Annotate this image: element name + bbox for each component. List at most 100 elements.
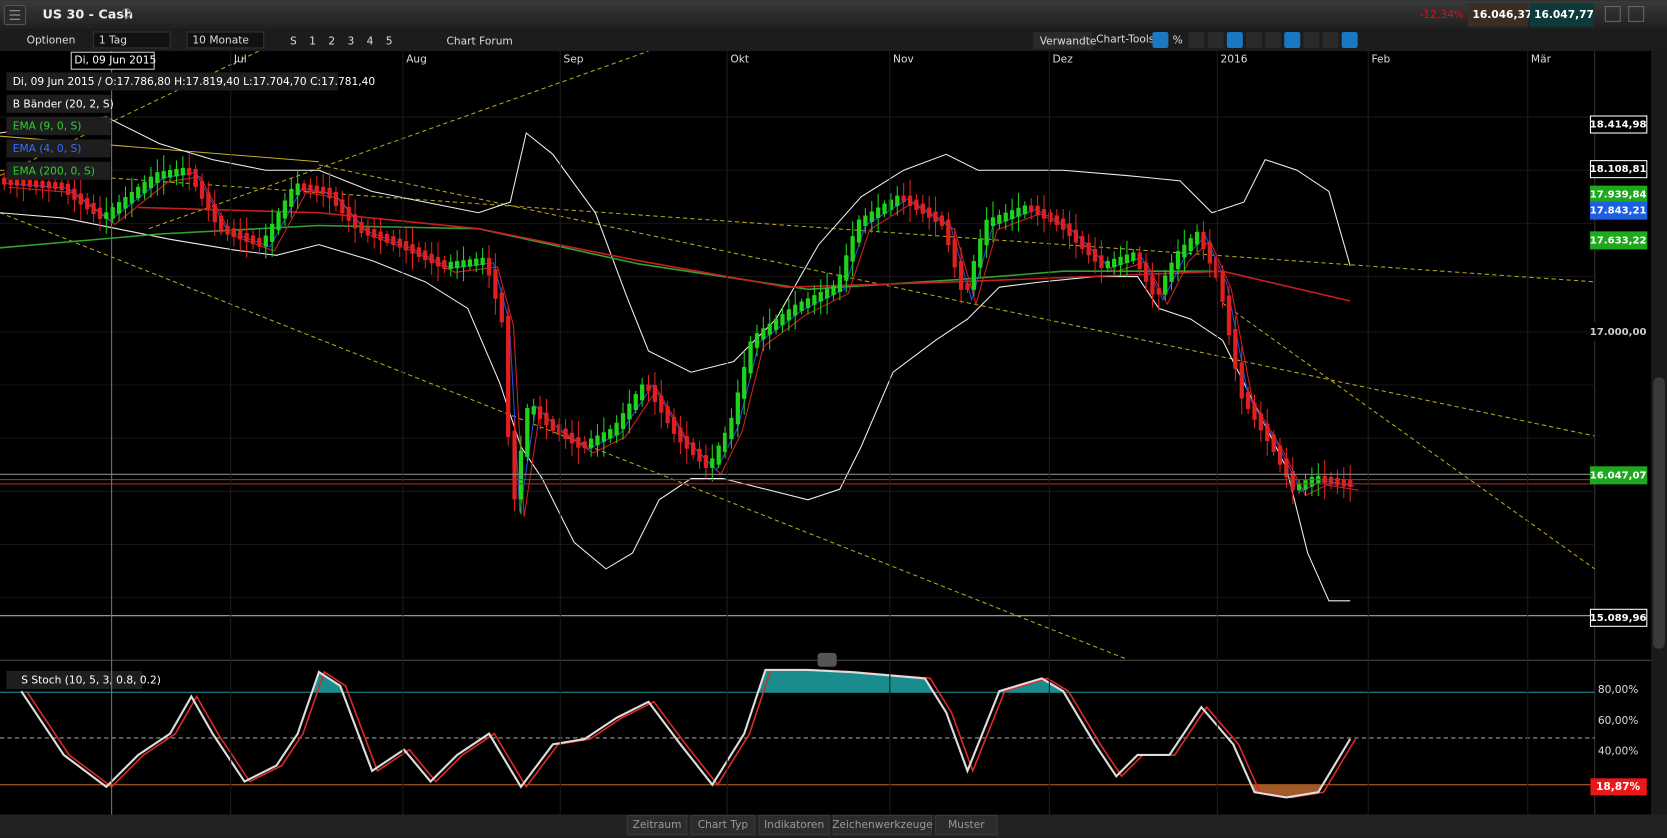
candle-body bbox=[14, 178, 20, 186]
candle-body bbox=[1284, 458, 1289, 478]
candle-body bbox=[939, 215, 945, 226]
tool-button[interactable] bbox=[1207, 32, 1224, 48]
candle-body bbox=[633, 394, 638, 410]
candle-body bbox=[263, 235, 268, 247]
quick-range[interactable]: S bbox=[290, 35, 297, 48]
indicator-chip[interactable] bbox=[6, 670, 143, 690]
candle-body bbox=[537, 406, 543, 419]
window-button[interactable] bbox=[1628, 5, 1645, 22]
candle-body bbox=[1048, 212, 1053, 222]
candle-body bbox=[863, 215, 868, 226]
candle-body bbox=[1061, 218, 1066, 230]
tool-button[interactable] bbox=[1284, 32, 1301, 48]
oscillator-name: S Stoch (10, 5, 3, 0.8, 0.2) bbox=[21, 674, 161, 687]
options[interactable]: Optionen bbox=[27, 34, 76, 47]
candle-body bbox=[1233, 328, 1238, 369]
candle-body bbox=[238, 230, 243, 240]
scroll-thumb[interactable] bbox=[1653, 377, 1665, 649]
tool-button[interactable] bbox=[1152, 32, 1169, 48]
candle-body bbox=[895, 195, 900, 206]
search-icon[interactable] bbox=[121, 8, 132, 18]
price-label-box bbox=[1589, 466, 1648, 485]
stoch-signal bbox=[25, 669, 1357, 799]
candle-body bbox=[665, 406, 670, 424]
candle-body bbox=[27, 179, 32, 187]
indicator-chip[interactable] bbox=[6, 117, 111, 136]
indicator-chip[interactable] bbox=[6, 139, 111, 158]
candle-body bbox=[812, 295, 817, 305]
bottom-tab[interactable] bbox=[758, 815, 830, 836]
candle-body bbox=[250, 235, 256, 245]
indicator-label: B Bänder (20, 2, S) bbox=[13, 97, 114, 110]
candle-body bbox=[493, 269, 498, 299]
candle-body bbox=[276, 212, 281, 231]
pane-handle[interactable] bbox=[817, 652, 837, 667]
candle-body bbox=[716, 445, 721, 465]
candle-body bbox=[461, 260, 466, 268]
tool-button[interactable] bbox=[1245, 32, 1262, 48]
quick-range[interactable]: 5 bbox=[386, 35, 393, 48]
candle-body bbox=[1258, 413, 1264, 431]
price-label: 18.414,98 bbox=[1590, 120, 1647, 131]
candle-body bbox=[46, 181, 52, 189]
candle-body bbox=[882, 203, 887, 214]
candle-body bbox=[824, 288, 830, 299]
tool-button[interactable] bbox=[1265, 32, 1282, 48]
candle-body bbox=[1112, 258, 1117, 268]
ask-box[interactable] bbox=[1529, 3, 1594, 27]
candle-body bbox=[225, 225, 230, 235]
bid-box[interactable] bbox=[1468, 3, 1528, 27]
quick-range[interactable]: 1 bbox=[309, 35, 316, 48]
bottom-tab[interactable] bbox=[832, 815, 932, 836]
candle-body bbox=[614, 422, 619, 436]
candle-body bbox=[410, 244, 415, 254]
tool-button[interactable] bbox=[1188, 32, 1205, 48]
candle-body bbox=[1188, 238, 1193, 252]
related-button[interactable] bbox=[1033, 32, 1092, 50]
range-select[interactable] bbox=[186, 31, 265, 49]
window-button[interactable] bbox=[1604, 5, 1621, 22]
bottom-tab[interactable] bbox=[626, 815, 688, 836]
bottom-tab[interactable] bbox=[935, 815, 998, 836]
candle-body bbox=[703, 455, 709, 468]
candle-body bbox=[136, 186, 141, 199]
candle-body bbox=[978, 238, 983, 268]
candle-body bbox=[1175, 251, 1181, 270]
menu-icon bbox=[9, 10, 21, 20]
candle-body bbox=[301, 183, 307, 191]
forum[interactable]: Chart Forum bbox=[447, 35, 513, 48]
candle-body bbox=[595, 435, 600, 446]
month-label: 2016 bbox=[1220, 53, 1247, 66]
indicator-chip[interactable] bbox=[6, 94, 111, 113]
bottom-tab[interactable] bbox=[690, 815, 756, 836]
candle-body bbox=[531, 406, 536, 415]
quick-range[interactable]: 4 bbox=[367, 35, 374, 48]
candle-body bbox=[691, 442, 696, 456]
indicator-chip[interactable] bbox=[6, 161, 111, 180]
trend-line bbox=[1222, 302, 1595, 570]
candle-body bbox=[1150, 275, 1155, 295]
price-label-box bbox=[1589, 115, 1648, 134]
candle-body bbox=[21, 179, 26, 187]
candle-body bbox=[384, 233, 390, 243]
candle-body bbox=[901, 195, 906, 202]
candle-body bbox=[1067, 223, 1072, 237]
tool-button[interactable] bbox=[1303, 32, 1320, 48]
candle-body bbox=[550, 419, 555, 431]
candle-body bbox=[327, 187, 332, 199]
tool-button[interactable] bbox=[1341, 32, 1358, 48]
candle-body bbox=[174, 168, 179, 177]
tool-button[interactable] bbox=[1322, 32, 1339, 48]
tool-button[interactable] bbox=[1226, 32, 1243, 48]
candle-body bbox=[952, 238, 957, 268]
stoch-main bbox=[20, 668, 1352, 799]
candle-body bbox=[1297, 483, 1302, 491]
quick-range[interactable]: 3 bbox=[347, 35, 354, 48]
candle-body bbox=[773, 318, 779, 330]
price-label: 16.047,07 bbox=[1590, 470, 1647, 481]
interval-select[interactable] bbox=[93, 31, 171, 49]
quick-range[interactable]: 2 bbox=[328, 35, 335, 48]
percent[interactable]: % bbox=[1173, 34, 1183, 47]
candle-body bbox=[142, 181, 147, 194]
